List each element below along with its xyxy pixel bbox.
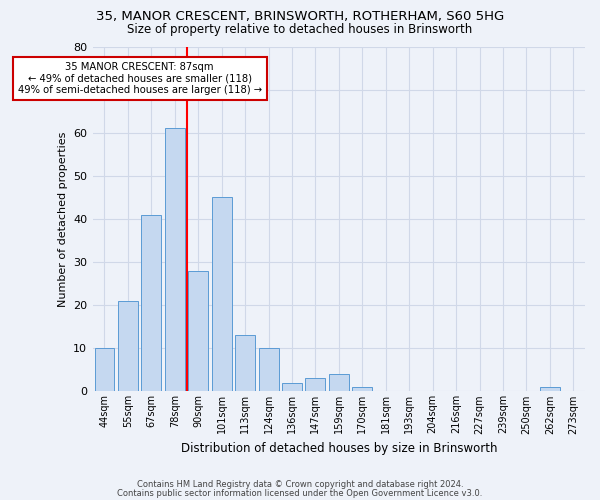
Bar xyxy=(282,383,302,392)
Text: Contains HM Land Registry data © Crown copyright and database right 2024.: Contains HM Land Registry data © Crown c… xyxy=(137,480,463,489)
Bar xyxy=(95,348,115,392)
X-axis label: Distribution of detached houses by size in Brinsworth: Distribution of detached houses by size … xyxy=(181,442,497,455)
Bar xyxy=(352,387,372,392)
Text: 35 MANOR CRESCENT: 87sqm
← 49% of detached houses are smaller (118)
49% of semi-: 35 MANOR CRESCENT: 87sqm ← 49% of detach… xyxy=(17,62,262,95)
Bar xyxy=(165,128,185,392)
Text: Size of property relative to detached houses in Brinsworth: Size of property relative to detached ho… xyxy=(127,22,473,36)
Bar xyxy=(329,374,349,392)
Bar xyxy=(305,378,325,392)
Text: Contains public sector information licensed under the Open Government Licence v3: Contains public sector information licen… xyxy=(118,488,482,498)
Y-axis label: Number of detached properties: Number of detached properties xyxy=(58,132,68,306)
Bar xyxy=(118,301,138,392)
Bar xyxy=(540,387,560,392)
Bar xyxy=(212,198,232,392)
Bar xyxy=(235,336,255,392)
Bar xyxy=(142,214,161,392)
Text: 35, MANOR CRESCENT, BRINSWORTH, ROTHERHAM, S60 5HG: 35, MANOR CRESCENT, BRINSWORTH, ROTHERHA… xyxy=(96,10,504,23)
Bar xyxy=(188,270,208,392)
Bar xyxy=(259,348,278,392)
